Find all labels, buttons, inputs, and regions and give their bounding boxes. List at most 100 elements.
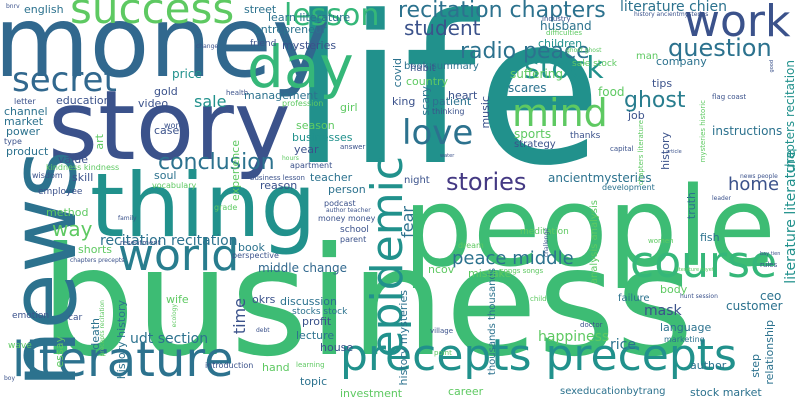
- word-development: development: [602, 183, 655, 192]
- word-ghost: ghost: [624, 88, 686, 113]
- word-peace-middle: peace middle: [452, 248, 574, 269]
- word-career: career: [448, 385, 484, 398]
- word-person: person: [328, 183, 366, 196]
- word-step: step: [749, 354, 762, 378]
- word-girl: girl: [340, 101, 358, 114]
- word-day: day: [247, 33, 354, 101]
- word-fish: fish: [700, 231, 720, 244]
- word-emotion: emotion: [12, 311, 50, 321]
- word-body: body: [660, 283, 688, 296]
- word-history-ancientmysteries: history ancientmysteries: [634, 11, 709, 18]
- word-challenge: challenge: [543, 228, 550, 258]
- word-vocabulary: vocabulary: [152, 181, 197, 190]
- word-student: student: [404, 16, 481, 40]
- word-market: market: [4, 115, 44, 128]
- word-work: work: [684, 0, 791, 47]
- word-tips: tips: [652, 77, 673, 90]
- word-ancientmysteries: ancientmysteries: [548, 171, 652, 185]
- word-grade: grade: [214, 203, 238, 212]
- word-kindness-kindness: kindness kindness: [46, 163, 120, 172]
- word-history-mysteries: history mysteries: [397, 290, 410, 386]
- word-story: story: [48, 70, 291, 182]
- word-perspective: perspective: [232, 251, 279, 260]
- word-profession: profession: [282, 99, 324, 108]
- word-fear: fear: [398, 206, 417, 238]
- word-businesses: businesses: [292, 131, 353, 144]
- word-introduction: introduction: [205, 361, 254, 370]
- word-literature-chien: literature chien: [620, 0, 728, 15]
- word-music: music: [479, 96, 492, 129]
- word-hours: hours: [282, 155, 299, 162]
- word-job: job: [628, 109, 645, 122]
- word-secret: secret: [12, 60, 117, 100]
- word-man: man: [636, 51, 659, 62]
- word-history-history: history history: [115, 300, 128, 380]
- word-world: world: [118, 230, 240, 281]
- word-people: people: [403, 163, 776, 291]
- word-learn-literature: learn literature: [268, 11, 351, 24]
- word-thinking: thinking: [432, 107, 465, 116]
- word-food: food: [598, 85, 625, 99]
- word-strategy: strategy: [514, 139, 556, 150]
- word-dream: dream: [458, 241, 484, 250]
- word-scary: scary: [419, 86, 432, 116]
- word-stories: stories: [446, 168, 527, 196]
- word-difficulties: difficulties: [546, 29, 583, 37]
- word-industry: industry: [542, 15, 571, 23]
- word-value: value: [58, 153, 89, 166]
- word-soul: soul: [154, 169, 177, 182]
- word-article: article: [666, 149, 682, 155]
- word-apartment: apartment: [290, 161, 333, 170]
- word-year: year: [294, 143, 319, 156]
- word-mask: mask: [644, 303, 682, 319]
- word-thousands-thousands: thousands thousands: [487, 268, 498, 376]
- word-news-people: news people: [740, 173, 778, 180]
- word-ecology: ecology: [171, 304, 178, 328]
- word-king: king: [392, 95, 416, 108]
- word-udt-section: udt section: [130, 331, 209, 347]
- word-thanks: thanks: [570, 131, 601, 141]
- word-recitation-recitation: recitation recitation: [100, 233, 238, 249]
- word-family: family: [118, 215, 137, 222]
- word-hunt-session: hunt session: [680, 293, 718, 300]
- word-change: change: [196, 43, 219, 50]
- word-word: word: [164, 121, 184, 130]
- word-season: season: [296, 119, 335, 132]
- word-middle-change: middle change: [258, 261, 347, 275]
- word-happiness: happiness: [538, 329, 610, 345]
- word-hand: hand: [262, 361, 290, 374]
- word-topic: topic: [300, 375, 328, 388]
- word-wave: wave: [8, 341, 32, 351]
- word-point: point: [434, 349, 452, 357]
- word-truth: truth: [685, 192, 698, 220]
- word-recitation-chapters: recitation chapters: [398, 0, 606, 23]
- word-night: night: [404, 175, 430, 186]
- word-management: management: [244, 89, 318, 102]
- word-lecture: lecture: [296, 329, 335, 342]
- word-learning: learning: [296, 361, 325, 369]
- word-power: power: [6, 125, 40, 138]
- word-education: education: [56, 94, 111, 107]
- word-bnrv: bnrv: [6, 3, 20, 10]
- word-investment: investment: [340, 387, 403, 400]
- word-stocks-stock: stocks stock: [292, 307, 348, 317]
- word-water: water: [440, 153, 455, 159]
- word-answer: answer: [340, 143, 366, 151]
- word-children: children: [538, 37, 583, 50]
- word-sale-stock: sale stock: [572, 59, 617, 69]
- word-meditation: meditation: [520, 227, 569, 237]
- word-suffering: suffering: [510, 67, 563, 81]
- word-book-summary: book summary: [404, 61, 479, 72]
- word-video: video: [138, 97, 169, 110]
- word-love: love: [402, 113, 474, 153]
- word-thing: thing: [90, 154, 317, 257]
- word-leader: leader: [712, 195, 732, 202]
- word-mysteries-historic: mysteries historic: [699, 100, 707, 163]
- word-ncov: ncov: [428, 263, 455, 276]
- word-precepts-recitation: precepts recitation: [99, 300, 106, 357]
- word-okrs: okrs: [252, 293, 276, 306]
- word-health: health: [226, 89, 249, 97]
- word-author-teacher: author teacher: [326, 207, 371, 214]
- word-heart: heart: [448, 89, 478, 102]
- word-course: course: [630, 237, 778, 288]
